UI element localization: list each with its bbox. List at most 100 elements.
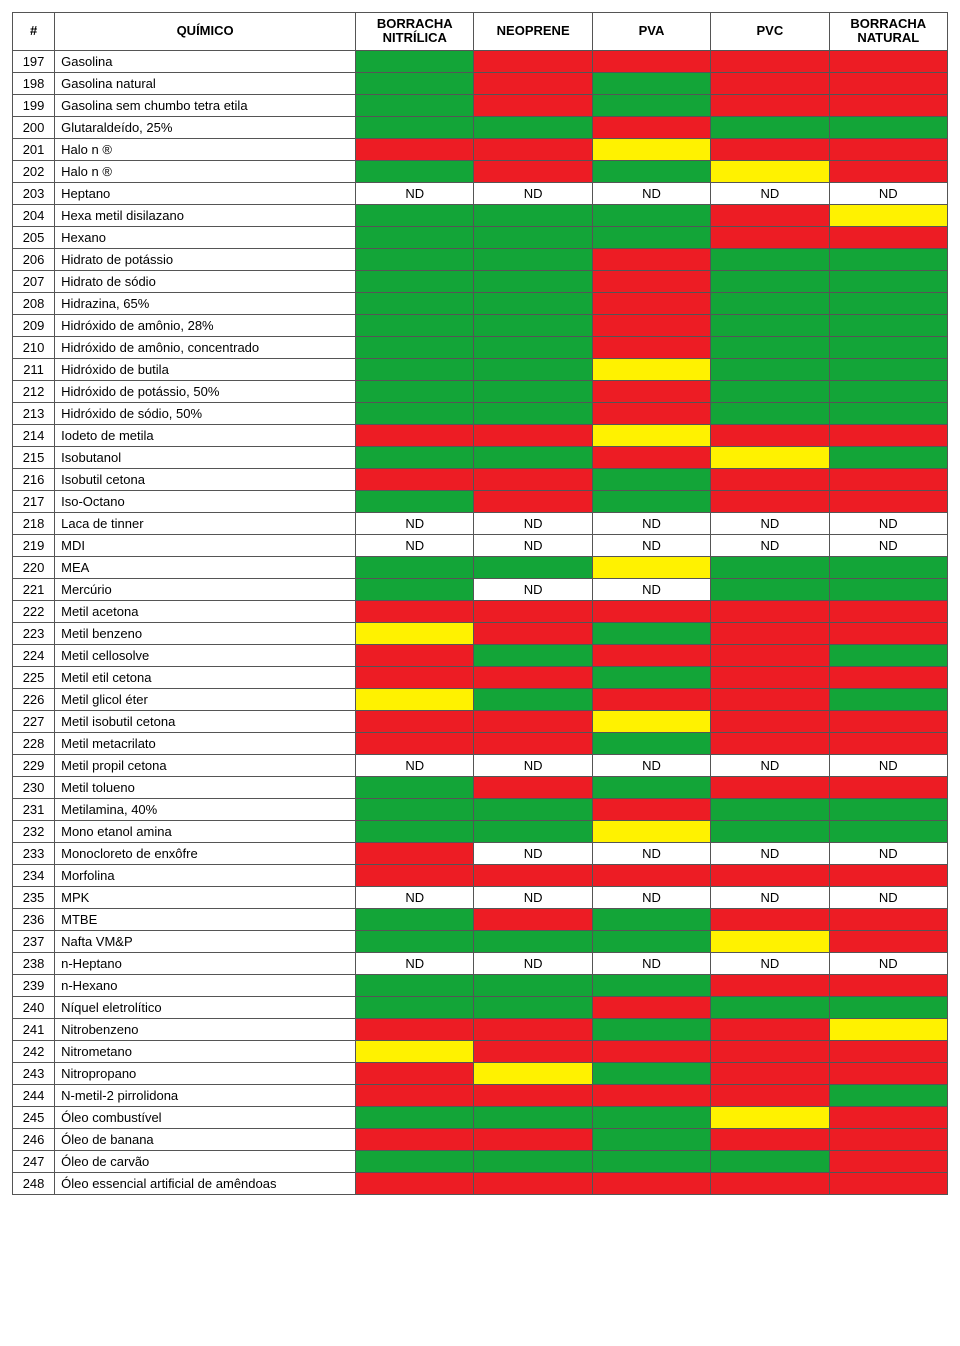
resistance-cell (711, 732, 829, 754)
table-row: 221MercúrioNDND (13, 578, 948, 600)
resistance-cell (592, 1128, 710, 1150)
resistance-cell (829, 72, 947, 94)
resistance-cell (829, 248, 947, 270)
resistance-cell (592, 358, 710, 380)
table-row: 206Hidrato de potássio (13, 248, 948, 270)
resistance-cell (592, 710, 710, 732)
resistance-cell (829, 622, 947, 644)
row-number: 245 (13, 1106, 55, 1128)
table-row: 226Metil glicol éter (13, 688, 948, 710)
resistance-cell (711, 666, 829, 688)
resistance-cell (474, 864, 592, 886)
row-number: 206 (13, 248, 55, 270)
resistance-cell (592, 644, 710, 666)
table-row: 213Hidróxido de sódio, 50% (13, 402, 948, 424)
row-number: 215 (13, 446, 55, 468)
resistance-cell (592, 974, 710, 996)
resistance-cell (829, 226, 947, 248)
resistance-cell (711, 380, 829, 402)
resistance-cell (829, 160, 947, 182)
resistance-cell: ND (592, 182, 710, 204)
resistance-cell: ND (356, 886, 474, 908)
resistance-cell (711, 94, 829, 116)
chemical-name: Nitrometano (55, 1040, 356, 1062)
resistance-cell (356, 974, 474, 996)
table-row: 244N-metil-2 pirrolidona (13, 1084, 948, 1106)
row-number: 224 (13, 644, 55, 666)
chemical-name: Metil tolueno (55, 776, 356, 798)
header-material-1: NEOPRENE (474, 13, 592, 51)
resistance-cell (829, 138, 947, 160)
resistance-cell (474, 1040, 592, 1062)
resistance-cell (474, 1172, 592, 1194)
chemical-name: MTBE (55, 908, 356, 930)
chemical-name: Halo n ® (55, 138, 356, 160)
resistance-cell (592, 94, 710, 116)
chemical-name: Metil etil cetona (55, 666, 356, 688)
resistance-cell (829, 1106, 947, 1128)
resistance-cell (356, 446, 474, 468)
resistance-cell: ND (474, 534, 592, 556)
resistance-cell (829, 798, 947, 820)
row-number: 248 (13, 1172, 55, 1194)
row-number: 234 (13, 864, 55, 886)
table-row: 209Hidróxido de amônio, 28% (13, 314, 948, 336)
table-row: 235MPKNDNDNDNDND (13, 886, 948, 908)
chemical-name: n-Heptano (55, 952, 356, 974)
resistance-cell: ND (356, 952, 474, 974)
resistance-cell (592, 776, 710, 798)
resistance-cell (474, 644, 592, 666)
resistance-cell (474, 380, 592, 402)
table-row: 199Gasolina sem chumbo tetra etila (13, 94, 948, 116)
resistance-cell (356, 644, 474, 666)
resistance-cell (356, 710, 474, 732)
row-number: 239 (13, 974, 55, 996)
chemical-name: Nitropropano (55, 1062, 356, 1084)
resistance-cell (356, 600, 474, 622)
resistance-cell: ND (474, 182, 592, 204)
resistance-cell (592, 556, 710, 578)
resistance-cell (474, 974, 592, 996)
resistance-cell (592, 732, 710, 754)
resistance-cell (711, 72, 829, 94)
resistance-cell (711, 446, 829, 468)
chemical-name: Metil acetona (55, 600, 356, 622)
resistance-cell (356, 336, 474, 358)
resistance-cell: ND (829, 534, 947, 556)
resistance-cell: ND (474, 578, 592, 600)
resistance-cell (829, 424, 947, 446)
table-row: 216Isobutil cetona (13, 468, 948, 490)
resistance-cell (356, 424, 474, 446)
resistance-cell (829, 204, 947, 226)
resistance-cell: ND (356, 754, 474, 776)
row-number: 203 (13, 182, 55, 204)
resistance-cell (474, 820, 592, 842)
row-number: 227 (13, 710, 55, 732)
resistance-cell (592, 622, 710, 644)
table-row: 198Gasolina natural (13, 72, 948, 94)
resistance-cell (829, 1062, 947, 1084)
resistance-cell (356, 270, 474, 292)
table-row: 232Mono etanol amina (13, 820, 948, 842)
resistance-cell (474, 358, 592, 380)
resistance-cell (711, 50, 829, 72)
resistance-cell (711, 820, 829, 842)
row-number: 219 (13, 534, 55, 556)
resistance-cell (829, 556, 947, 578)
chemical-name: Mono etanol amina (55, 820, 356, 842)
resistance-cell (829, 314, 947, 336)
resistance-cell (474, 160, 592, 182)
resistance-cell (829, 446, 947, 468)
header-num: # (13, 13, 55, 51)
table-row: 238n-HeptanoNDNDNDNDND (13, 952, 948, 974)
resistance-cell (711, 204, 829, 226)
resistance-cell (356, 248, 474, 270)
resistance-cell (356, 72, 474, 94)
row-number: 233 (13, 842, 55, 864)
row-number: 238 (13, 952, 55, 974)
table-row: 225Metil etil cetona (13, 666, 948, 688)
header-material-2: PVA (592, 13, 710, 51)
resistance-cell (829, 776, 947, 798)
resistance-cell (356, 842, 474, 864)
table-row: 214Iodeto de metila (13, 424, 948, 446)
